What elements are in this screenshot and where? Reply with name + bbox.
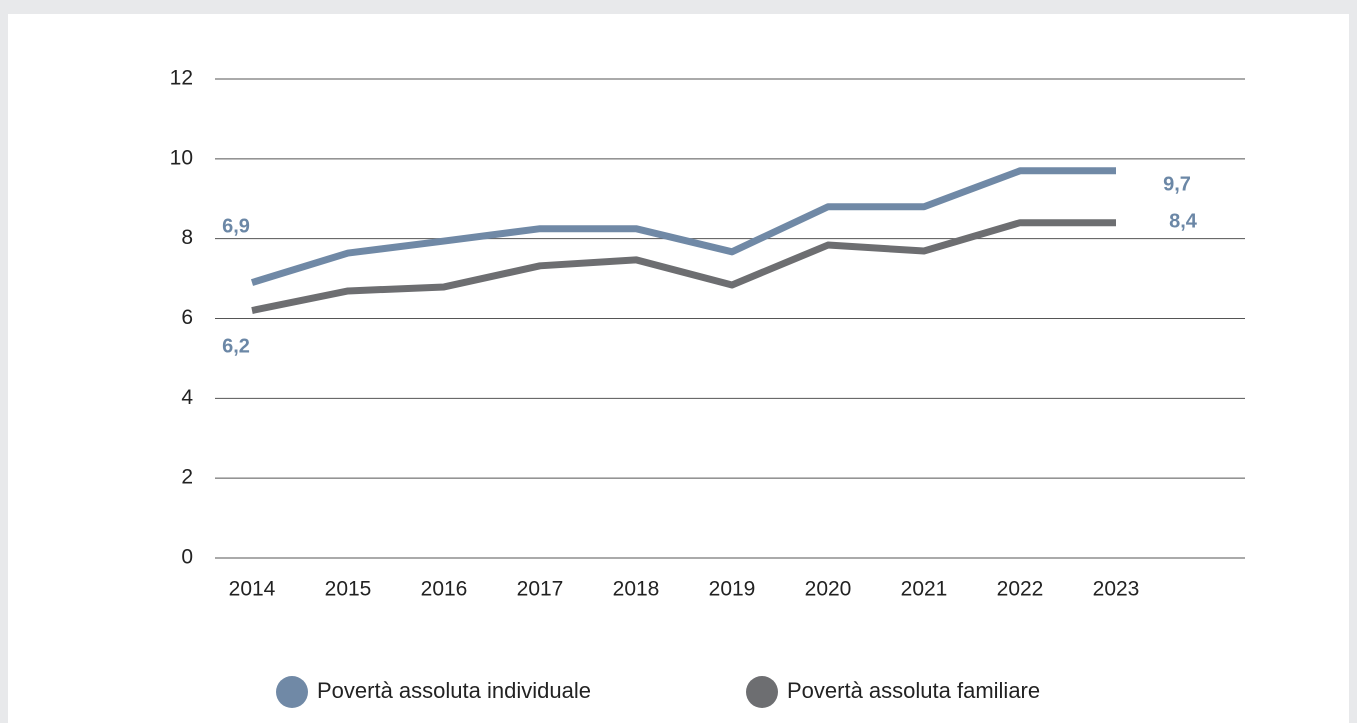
legend-label: Povertà assoluta familiare bbox=[787, 678, 1040, 703]
y-tick-label: 12 bbox=[170, 67, 193, 90]
x-tick-label: 2019 bbox=[709, 578, 756, 601]
series-line bbox=[251, 219, 1116, 314]
x-tick-label: 2020 bbox=[805, 578, 852, 601]
x-tick-label: 2021 bbox=[901, 578, 948, 601]
x-tick-label: 2023 bbox=[1093, 578, 1140, 601]
legend-swatch bbox=[746, 676, 778, 708]
x-tick-label: 2022 bbox=[997, 578, 1044, 601]
y-tick-label: 4 bbox=[181, 386, 193, 409]
x-tick-label: 2015 bbox=[325, 578, 372, 601]
y-tick-label: 6 bbox=[181, 306, 193, 329]
x-tick-label: 2014 bbox=[229, 578, 276, 601]
y-tick-label: 10 bbox=[170, 146, 193, 169]
data-label: 9,7 bbox=[1163, 173, 1191, 195]
y-tick-label: 0 bbox=[181, 546, 193, 569]
y-tick-label: 2 bbox=[181, 466, 193, 489]
legend-label: Povertà assoluta individuale bbox=[317, 678, 591, 703]
series-line bbox=[250, 167, 1116, 286]
legend-swatch bbox=[276, 676, 308, 708]
data-label: 6,2 bbox=[222, 335, 250, 357]
y-tick-label: 8 bbox=[181, 226, 193, 249]
data-label: 8,4 bbox=[1169, 210, 1198, 232]
x-tick-label: 2017 bbox=[517, 578, 564, 601]
panel bbox=[8, 14, 1349, 723]
x-tick-label: 2018 bbox=[613, 578, 660, 601]
x-tick-label: 2016 bbox=[421, 578, 468, 601]
data-label: 6,9 bbox=[222, 215, 250, 237]
